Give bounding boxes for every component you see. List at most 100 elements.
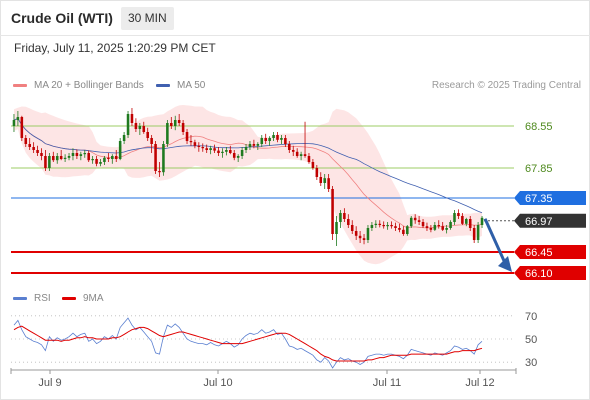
candle-body xyxy=(40,153,43,156)
candle-body xyxy=(236,156,240,158)
candle-body xyxy=(201,147,205,149)
candle-body xyxy=(185,132,189,141)
candle-body xyxy=(374,223,378,225)
candle-body xyxy=(36,150,39,153)
candle-body xyxy=(390,225,393,227)
rsi-series-rsi xyxy=(13,317,483,369)
candle-body xyxy=(32,147,35,150)
candle-body xyxy=(87,153,90,161)
candle-body xyxy=(291,150,295,152)
candle-body xyxy=(126,114,130,135)
candle-body xyxy=(386,225,389,227)
candle-body xyxy=(232,153,236,158)
candle-body xyxy=(162,144,165,173)
legend-ma20-label: MA 20 + Bollinger Bands xyxy=(34,80,144,91)
candle-body xyxy=(421,222,425,227)
candle-body xyxy=(205,148,208,150)
candle-body xyxy=(229,150,232,153)
candle-body xyxy=(256,144,260,146)
candle-body xyxy=(248,144,252,147)
level-tag-3 xyxy=(514,245,586,259)
candle-body xyxy=(350,225,354,231)
candle-body xyxy=(111,156,114,159)
level-label-4: 66.10 xyxy=(525,268,553,280)
candle-body xyxy=(472,228,476,240)
rsi-series-9ma xyxy=(13,325,483,362)
candle-body xyxy=(280,138,283,140)
candle-body xyxy=(24,138,28,144)
candle-body xyxy=(465,219,468,224)
candle-body xyxy=(366,228,370,240)
candle-body xyxy=(394,226,397,228)
candle-body xyxy=(52,156,55,161)
candle-body xyxy=(378,223,382,225)
timeframe-badge[interactable]: 30 MIN xyxy=(121,7,174,30)
candle-body xyxy=(48,156,51,168)
candle-body xyxy=(276,135,279,140)
ma50-swatch xyxy=(156,84,170,87)
candle-body xyxy=(217,150,220,153)
level-tag-2 xyxy=(514,191,586,205)
candle-body xyxy=(181,123,185,132)
ma9-swatch xyxy=(62,297,76,300)
candle-body xyxy=(264,138,267,141)
candle-body xyxy=(437,225,441,227)
projection-arrow-shaft xyxy=(483,218,507,264)
candle-body xyxy=(335,222,338,234)
candle-body xyxy=(193,142,197,146)
ma20-swatch xyxy=(13,84,27,87)
candle-body xyxy=(268,138,271,141)
candle-body xyxy=(260,138,264,144)
candle-body xyxy=(409,217,413,227)
date-label: Friday, July 11, 2025 1:20:29 PM CET xyxy=(14,41,216,55)
candle-body xyxy=(189,141,193,143)
candle-body xyxy=(130,114,134,123)
candle-body xyxy=(457,213,460,216)
level-tag-4 xyxy=(514,266,586,280)
candle-body xyxy=(417,220,421,222)
candle-body xyxy=(402,229,405,234)
candle-body xyxy=(461,216,464,224)
candle-body xyxy=(95,159,98,164)
candle-body xyxy=(118,141,122,159)
legend-ma50-label: MA 50 xyxy=(177,80,206,91)
candle-body xyxy=(358,235,362,239)
candle-body xyxy=(433,225,437,230)
candle-body xyxy=(398,228,401,230)
legend-9ma: 9MA xyxy=(62,293,104,304)
candle-body xyxy=(146,132,149,138)
candle-body xyxy=(370,225,374,228)
candle-body xyxy=(20,117,24,138)
copyright-text: Research © 2025 Trading Central xyxy=(431,80,581,91)
candle-body xyxy=(311,162,315,168)
candle-body xyxy=(213,148,216,151)
candle-body xyxy=(67,156,71,158)
candle-body xyxy=(288,144,291,150)
level-label-0: 68.55 xyxy=(525,121,553,133)
candle-body xyxy=(221,151,224,153)
projection-arrow-head xyxy=(498,256,512,272)
candle-body xyxy=(425,226,429,228)
candle-body xyxy=(55,156,59,161)
candle-body xyxy=(59,156,63,159)
level-label-2: 67.35 xyxy=(525,193,553,205)
candle-body xyxy=(413,217,417,221)
candle-body xyxy=(327,178,330,189)
candle-body xyxy=(331,189,334,234)
candle-body xyxy=(445,228,448,230)
current-price-tag xyxy=(514,213,586,228)
candle-body xyxy=(343,213,346,219)
candle-body xyxy=(225,150,228,152)
candle-body xyxy=(339,213,342,222)
candle-body xyxy=(284,138,287,144)
rsi-swatch xyxy=(13,297,27,300)
candle-body xyxy=(173,120,177,126)
candle-body xyxy=(177,120,181,123)
candle-body xyxy=(150,138,153,144)
legend-rsi: RSI xyxy=(13,293,51,304)
x-tick-label-3: Jul 12 xyxy=(465,377,494,389)
candle-body xyxy=(476,225,480,240)
candle-body xyxy=(323,178,326,183)
legend-9ma-label: 9MA xyxy=(83,293,104,304)
